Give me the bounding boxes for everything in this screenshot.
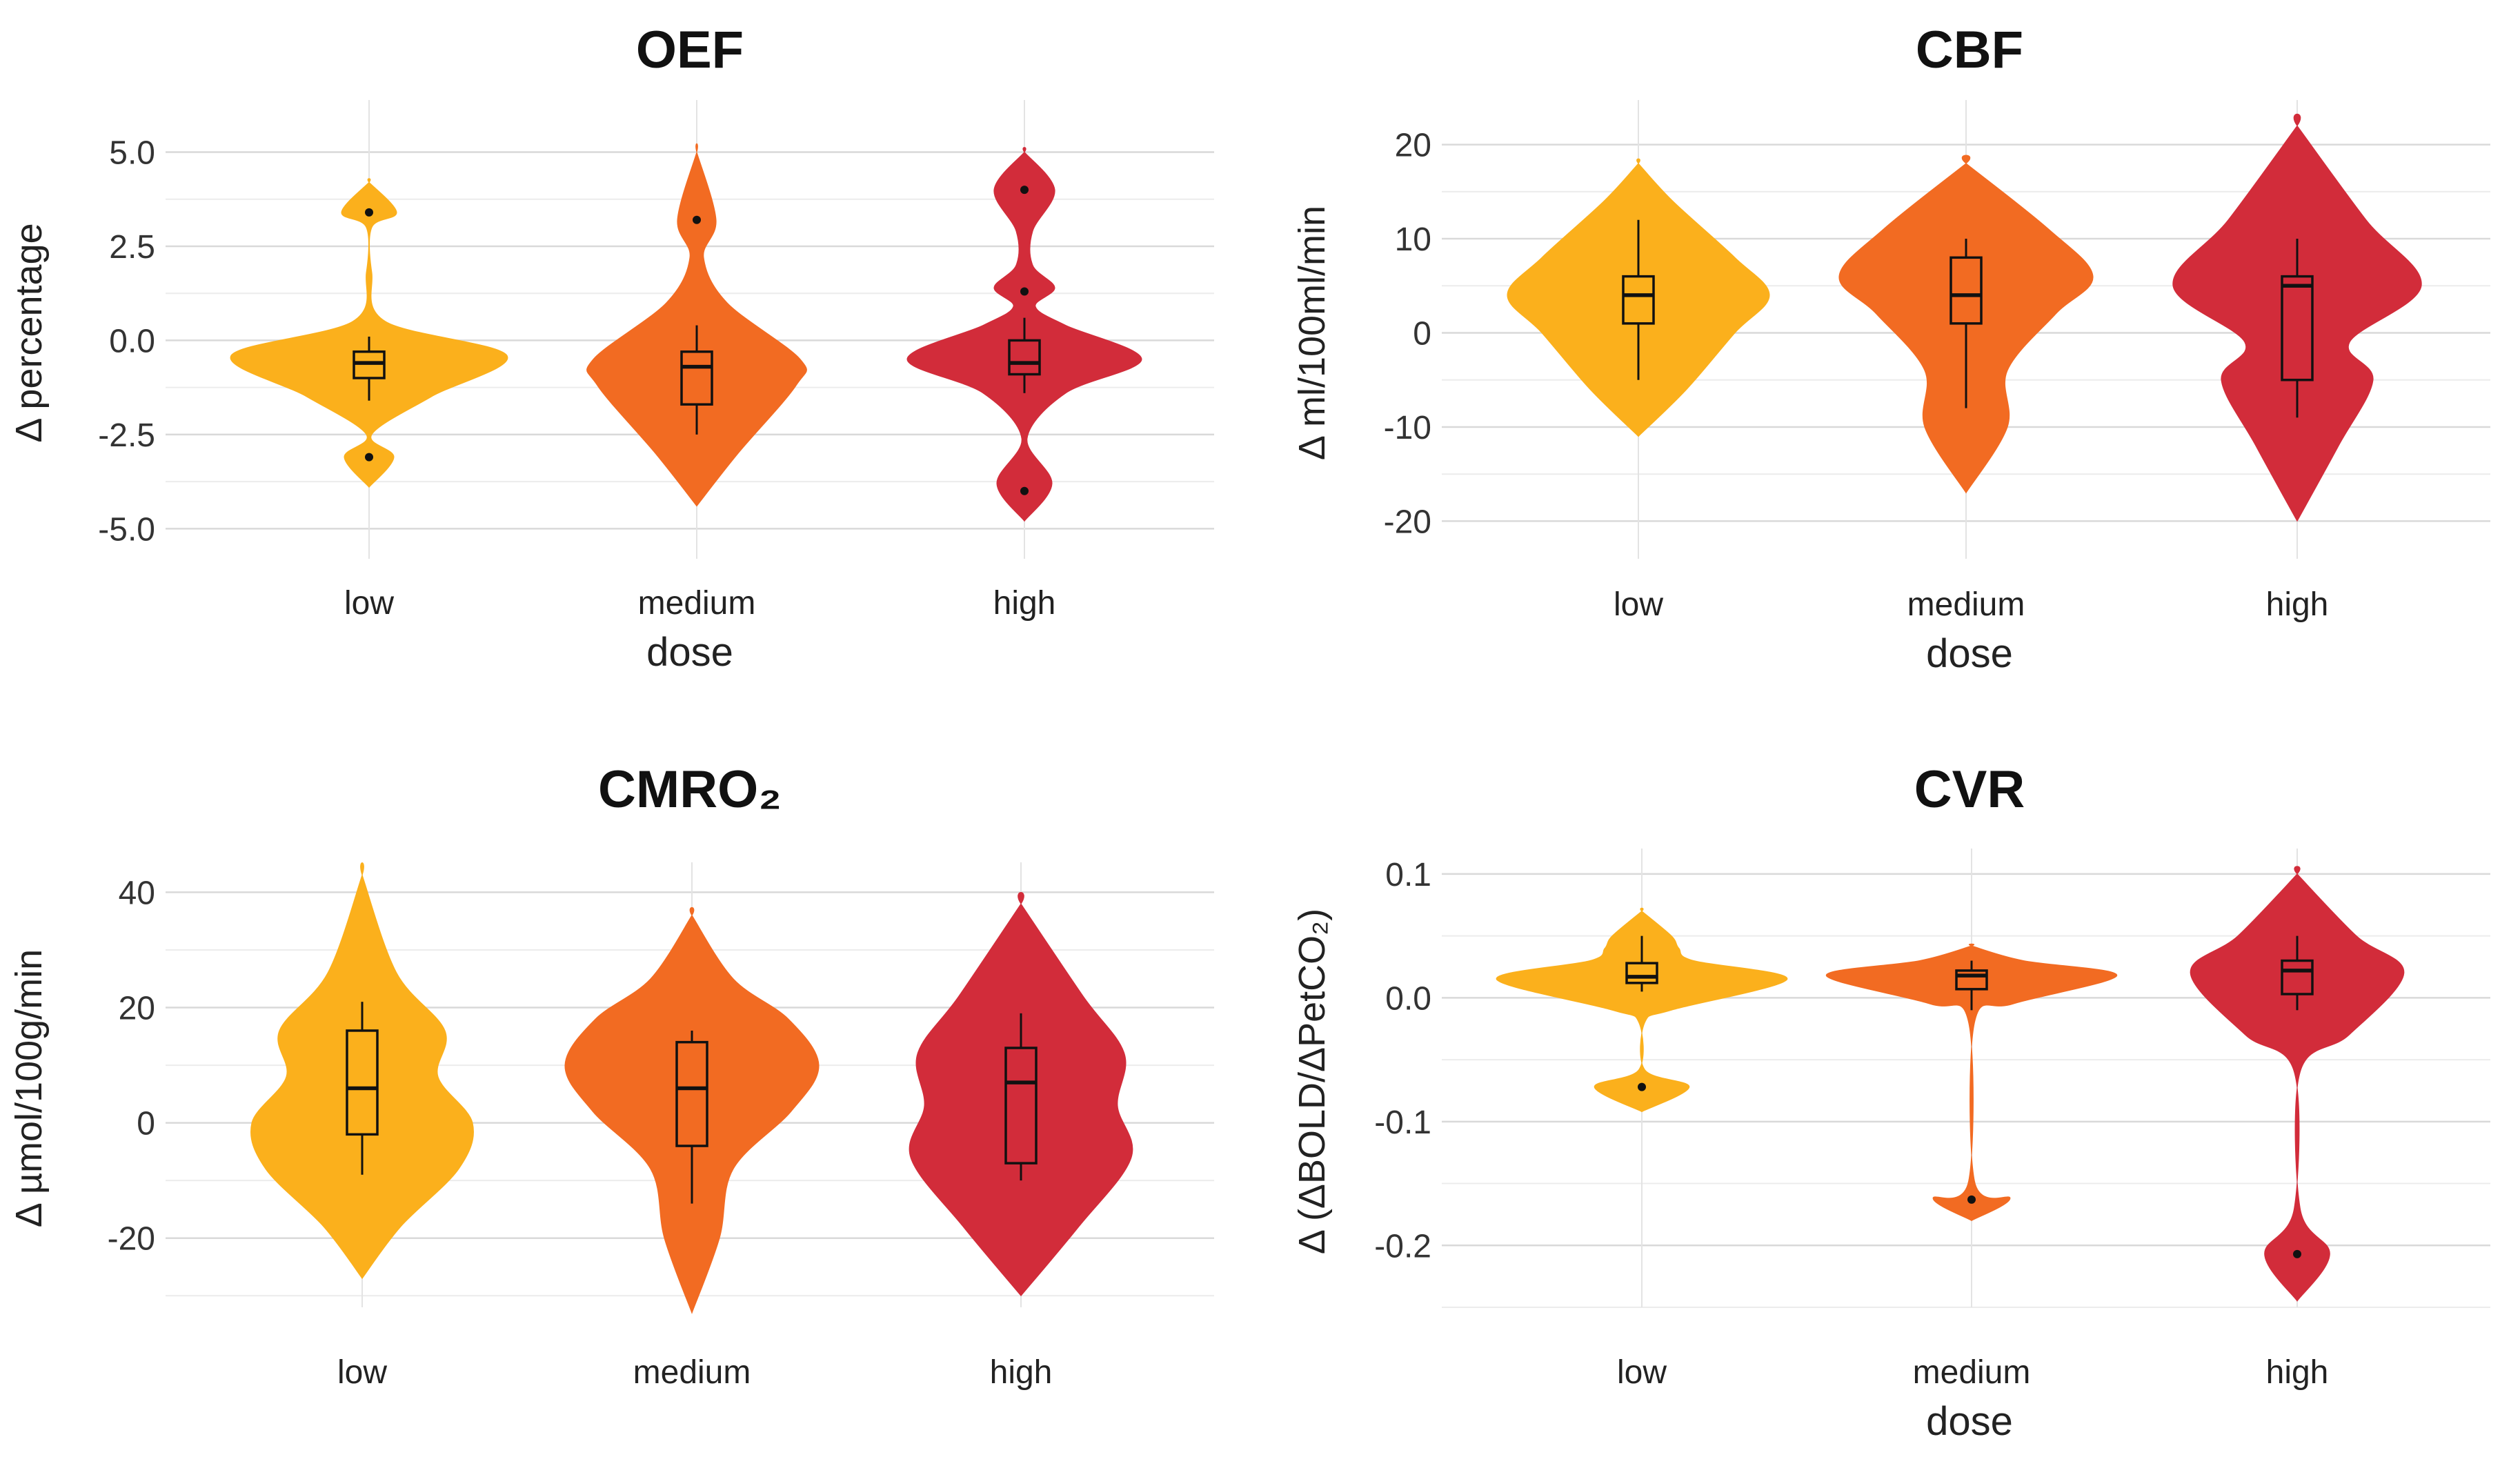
box-medium	[675, 1040, 708, 1147]
x-category-label: high	[2266, 586, 2329, 623]
x-category-label: medium	[1907, 586, 2025, 623]
chart-panel-cbf: 20 10 0 -10 -20 low medium high CBF dose Δ ml/100m…	[1291, 21, 2490, 676]
outlier-point	[1020, 186, 1029, 195]
violin-medium	[1825, 943, 2118, 1221]
x-category-label: high	[990, 1354, 1053, 1391]
y-tick-label: 40	[119, 875, 155, 911]
box-low	[1622, 275, 1655, 325]
box-medium	[1949, 256, 1983, 325]
y-axis-label: Δ µmol/100g/min	[8, 949, 50, 1227]
box-high	[1008, 339, 1041, 376]
x-category-label: medium	[633, 1354, 751, 1391]
outlier-point	[365, 208, 373, 217]
y-tick-label: 10	[1395, 221, 1431, 258]
y-tick-label: -0.2	[1374, 1228, 1431, 1265]
box-low	[1625, 962, 1658, 984]
chart-title: OEF	[636, 21, 744, 79]
violin-medium	[586, 143, 807, 507]
violin-low	[230, 178, 508, 488]
y-tick-label: 0	[1413, 316, 1431, 353]
outlier-point	[693, 215, 701, 224]
y-axis-label: Δ ml/100ml/min	[1291, 206, 1333, 460]
chart-panel-cvr: 0.1 0.0 -0.1 -0.2 low medium high CVR dose Δ (ΔBO…	[1291, 760, 2490, 1444]
y-axis-label: Δ (ΔBOLD/ΔPetCO₂)	[1291, 909, 1333, 1254]
y-tick-label: 0.0	[1385, 980, 1431, 1017]
y-tick-label: -5.0	[98, 511, 155, 548]
chart-panel-cmro: 40 20 0 -20 low medium high CMRO₂ Δ µmol/100g/mi…	[8, 760, 1214, 1391]
violin-high	[909, 891, 1133, 1297]
y-tick-label: -10	[1384, 410, 1431, 446]
x-category-label: low	[1617, 1354, 1667, 1391]
box-high	[2281, 275, 2314, 381]
y-tick-label: -0.1	[1374, 1104, 1431, 1141]
box-high	[2281, 959, 2314, 995]
outlier-point	[1967, 1195, 1976, 1204]
chart-title: CVR	[1914, 760, 2025, 819]
x-category-label: high	[993, 585, 1056, 622]
outlier-point	[1638, 1082, 1646, 1091]
y-tick-label: 0	[137, 1106, 155, 1142]
box-medium	[680, 350, 713, 406]
x-category-label: high	[2266, 1354, 2329, 1391]
box-medium	[1955, 969, 1988, 991]
violin-low	[1496, 907, 1788, 1113]
x-category-label: low	[1614, 586, 1663, 623]
box-high	[1004, 1047, 1038, 1164]
x-category-label: medium	[638, 585, 756, 622]
y-tick-label: 5.0	[109, 135, 155, 172]
outlier-point	[2293, 1249, 2301, 1258]
x-axis-label: dose	[1926, 631, 2013, 676]
x-axis-label: dose	[1926, 1399, 2013, 1444]
violin-high	[2190, 866, 2405, 1302]
x-category-label: low	[337, 1354, 387, 1391]
y-tick-label: -20	[1384, 504, 1431, 540]
y-tick-label: 2.5	[109, 229, 155, 266]
violin-low	[250, 862, 474, 1280]
chart-panel-oef: 5.0 2.5 0.0 -2.5 -5.0 low medium high OEF dose Δ p…	[8, 21, 1214, 675]
x-category-label: low	[344, 585, 394, 622]
y-tick-label: 0.1	[1385, 857, 1431, 893]
outlier-point	[1020, 486, 1029, 495]
y-tick-label: -2.5	[98, 417, 155, 454]
y-tick-label: 0.0	[109, 323, 155, 359]
violin-medium	[564, 906, 820, 1314]
x-category-label: medium	[1913, 1354, 2031, 1391]
x-axis-label: dose	[646, 630, 733, 675]
y-tick-label: 20	[1395, 128, 1431, 164]
outlier-point	[1020, 287, 1029, 296]
y-tick-label: -20	[108, 1221, 155, 1258]
y-tick-label: 20	[119, 991, 155, 1027]
outlier-point	[365, 453, 373, 462]
chart-title: CBF	[1916, 21, 2023, 79]
chart-title: CMRO₂	[598, 760, 782, 819]
violin-low	[1507, 158, 1770, 437]
y-axis-label: Δ percentage	[8, 223, 50, 442]
box-low	[346, 1029, 379, 1136]
violin-high	[2172, 113, 2422, 522]
